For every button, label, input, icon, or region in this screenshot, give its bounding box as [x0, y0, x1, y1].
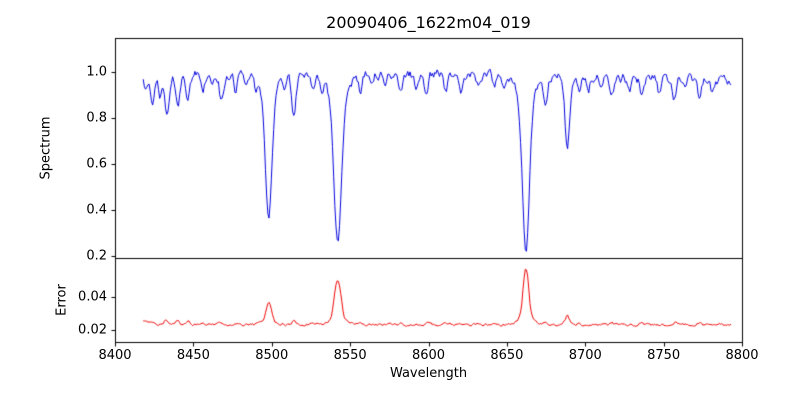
x-tick-label: 8750	[647, 348, 681, 363]
spectrum-y-tick-label: 1.0	[86, 64, 107, 80]
spectrum-y-tick-label: 0.2	[86, 248, 107, 264]
x-tick-label: 8800	[725, 348, 759, 363]
error-y-axis-label: Error	[54, 284, 70, 316]
spectrum-y-tick-label: 0.8	[86, 110, 107, 126]
x-axis-label: Wavelength	[389, 366, 468, 381]
error-y-tick-label: 0.02	[78, 322, 107, 338]
spectrum-y-tick-label: 0.4	[86, 202, 107, 218]
x-tick-label: 8400	[98, 348, 132, 363]
x-tick-label: 8550	[333, 348, 367, 363]
x-tick-label: 8500	[255, 348, 289, 363]
x-tick-label: 8450	[176, 348, 210, 363]
error-y-tick-label: 0.04	[78, 289, 107, 305]
x-tick-label: 8700	[568, 348, 602, 363]
plot-title: 20090406_1622m04_019	[326, 13, 531, 32]
x-tick-label: 8650	[490, 348, 524, 363]
spectrum-y-axis-label: Spectrum	[38, 116, 54, 180]
spectrum-y-tick-label: 0.6	[86, 156, 107, 172]
x-tick-label: 8600	[411, 348, 446, 363]
